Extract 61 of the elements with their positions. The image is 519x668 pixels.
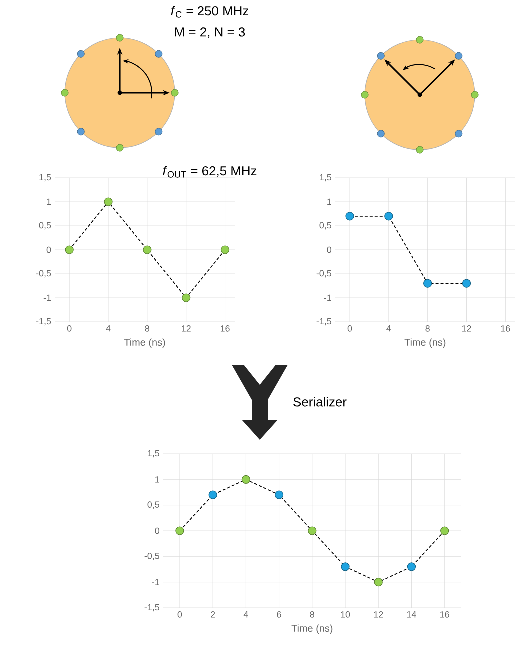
y-tick-label: -0,5 bbox=[316, 270, 332, 278]
x-tick-label: 4 bbox=[106, 326, 111, 332]
point bbox=[407, 562, 416, 572]
x-tick-label: 12 bbox=[462, 326, 472, 332]
point bbox=[208, 490, 218, 500]
y-tick-label: 0,5 bbox=[148, 502, 160, 510]
x-tick-label: 8 bbox=[310, 612, 315, 618]
text: f$_{OUT}$ = 62,5 MHz bbox=[163, 166, 257, 178]
x-axis-title: Time (ns) bbox=[292, 624, 333, 634]
x-tick-label: 2 bbox=[211, 612, 216, 618]
point bbox=[341, 562, 350, 572]
y-tick-label: 1,5 bbox=[148, 450, 160, 458]
x-tick-label: 0 bbox=[67, 326, 72, 332]
text: Serializer bbox=[294, 397, 347, 407]
x-tick-label: 16 bbox=[501, 326, 510, 332]
x-tick-label: 6 bbox=[277, 612, 282, 618]
y-tick-label: 1,5 bbox=[40, 174, 52, 182]
y-tick-label: -1 bbox=[152, 579, 160, 586]
x-tick-label: 4 bbox=[244, 612, 248, 618]
point bbox=[65, 246, 74, 254]
point bbox=[182, 294, 191, 302]
point bbox=[176, 526, 184, 536]
x-tick-label: 16 bbox=[440, 612, 450, 618]
y-tick-label: 0,5 bbox=[39, 222, 52, 230]
point bbox=[104, 198, 113, 206]
y-tick-label: -1,5 bbox=[316, 318, 332, 326]
x-tick-label: 12 bbox=[374, 612, 384, 618]
y-tick-label: 1 bbox=[328, 198, 332, 206]
y-tick-label: -1 bbox=[44, 294, 52, 302]
point bbox=[242, 475, 250, 484]
x-axis-title: Time (ns) bbox=[404, 338, 446, 348]
point bbox=[274, 490, 284, 500]
y-tick-label: -1,5 bbox=[36, 318, 52, 326]
y-tick-label: 0,5 bbox=[320, 222, 332, 230]
y-tick-label: 1 bbox=[47, 198, 52, 206]
point bbox=[308, 526, 317, 536]
x-tick-label: 16 bbox=[220, 326, 230, 332]
x-tick-label: 4 bbox=[386, 326, 392, 332]
point bbox=[374, 578, 383, 587]
y-tick-label: 1,5 bbox=[320, 174, 332, 182]
text: f$_{C}$ = 250 MHz bbox=[171, 6, 249, 18]
x-axis-title: Time (ns) bbox=[124, 338, 166, 348]
x-tick-label: 8 bbox=[426, 326, 430, 332]
y-tick-label: 0 bbox=[46, 246, 52, 254]
x-tick-label: 10 bbox=[341, 612, 350, 618]
y-tick-label: 0 bbox=[327, 246, 332, 254]
y-tick-label: 0 bbox=[155, 528, 160, 534]
y-tick-label: -1,5 bbox=[144, 604, 160, 612]
x-tick-label: 14 bbox=[407, 612, 416, 618]
y-tick-label: -0,5 bbox=[144, 552, 160, 560]
point bbox=[440, 526, 450, 536]
y-tick-label: -1 bbox=[324, 294, 332, 302]
text: M = 2, N = 3 bbox=[175, 28, 246, 38]
point bbox=[220, 246, 230, 254]
y-tick-label: -0,5 bbox=[36, 270, 52, 278]
y-tick-label: 1 bbox=[156, 476, 160, 483]
point bbox=[143, 246, 152, 254]
x-tick-label: 0 bbox=[178, 612, 182, 618]
x-tick-label: 0 bbox=[348, 326, 352, 332]
x-tick-label: 12 bbox=[182, 326, 191, 332]
x-tick-label: 8 bbox=[145, 326, 150, 332]
